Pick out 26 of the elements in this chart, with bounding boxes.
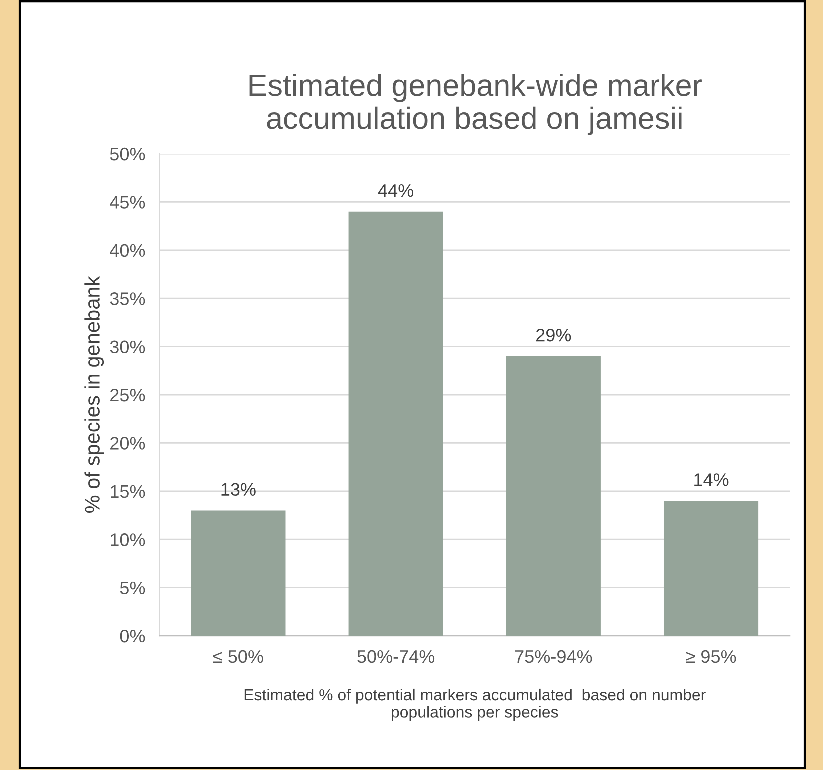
bar [664, 501, 759, 636]
y-tick-label: 50% [110, 148, 146, 161]
y-tick-label: 40% [110, 244, 146, 258]
data-label: 13% [222, 483, 256, 496]
x-tick-label: 50%-74% [358, 650, 435, 664]
x-tick-label: ≤ 50% [213, 650, 264, 664]
bar [191, 510, 286, 636]
chart-title: Estimated genebank-wide marker accumulation based on jamesii [250, 74, 702, 136]
y-tick-label: 35% [110, 292, 146, 306]
data-label: 14% [694, 474, 729, 486]
y-tick-label: 30% [110, 340, 146, 354]
y-tick-label: 10% [111, 534, 146, 546]
y-tick-label: 15% [111, 485, 146, 498]
y-tick-label: 20% [110, 437, 146, 450]
y-tick-label: 45% [110, 196, 146, 209]
data-label: 29% [536, 328, 572, 342]
x-axis-title: Estimated % of potential markers accumulated based on number populations per species [244, 688, 706, 722]
bar [348, 212, 444, 636]
x-tick-label: 75%-94% [515, 650, 592, 664]
bar [506, 356, 601, 636]
x-tick-label: ≥ 95% [686, 650, 736, 664]
y-tick-label: 0% [120, 630, 146, 643]
y-tick-label: 25% [110, 388, 146, 402]
data-label: 44% [378, 184, 414, 198]
y-tick-label: 5% [120, 582, 146, 595]
y-axis-title: % of species in genebank [84, 276, 104, 513]
